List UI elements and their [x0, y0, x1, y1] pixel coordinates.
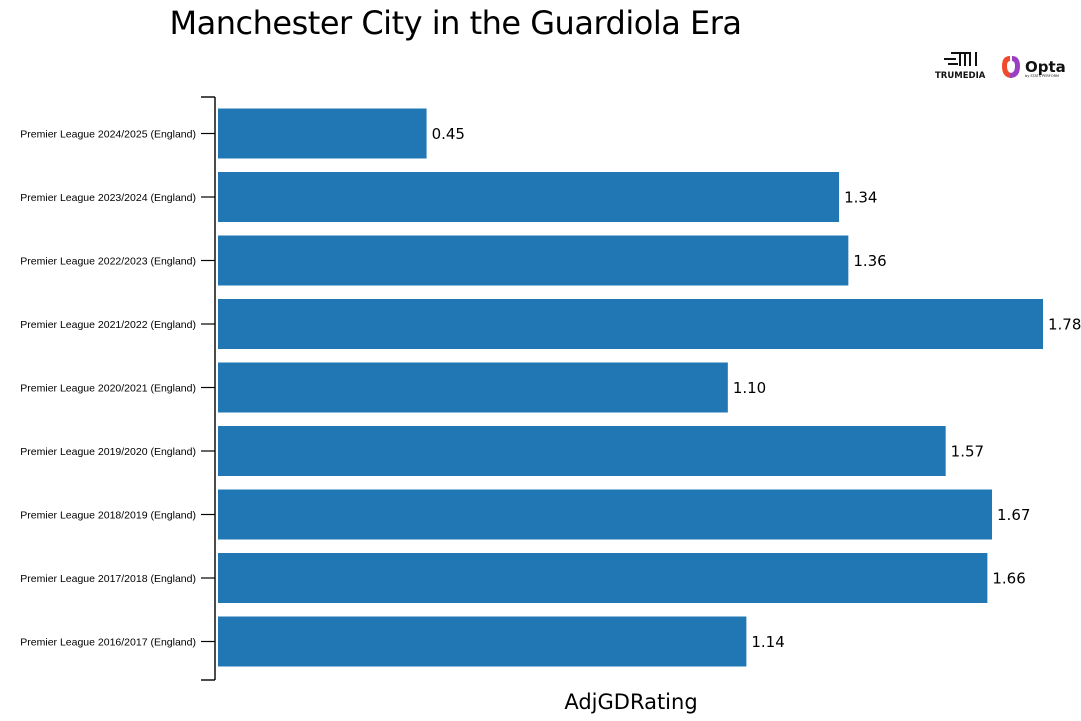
bars	[218, 108, 1043, 667]
bar	[218, 362, 728, 413]
bar	[218, 172, 840, 222]
category-label: Premier League 2023/2024 (England)	[20, 192, 196, 204]
bar	[218, 489, 993, 540]
category-label: Premier League 2024/2025 (England)	[20, 128, 196, 140]
category-label: Premier League 2021/2022 (England)	[20, 319, 196, 331]
labels: Premier League 2024/2025 (England) 0.45 Pr…	[20, 125, 1081, 651]
y-axis	[201, 96, 216, 681]
value-label: 1.78	[1048, 316, 1081, 334]
category-label: Premier League 2016/2017 (England)	[20, 636, 196, 648]
category-label: Premier League 2018/2019 (England)	[20, 509, 196, 521]
category-label: Premier League 2019/2020 (England)	[20, 446, 196, 458]
value-label: 1.34	[844, 189, 877, 207]
bar	[218, 299, 1043, 349]
trumedia-logo-icon: TRUMEDIA	[935, 52, 986, 81]
value-label: 1.10	[733, 379, 766, 397]
trumedia-logo-text: TRUMEDIA	[935, 71, 986, 81]
value-label: 1.66	[992, 570, 1025, 588]
value-label: 1.36	[853, 252, 886, 270]
chart-title: Manchester City in the Guardiola Era	[169, 4, 742, 42]
category-label: Premier League 2017/2018 (England)	[20, 573, 196, 585]
category-label: Premier League 2020/2021 (England)	[20, 382, 196, 394]
opta-logo-subtext: by STATS PERFORM	[1025, 74, 1059, 78]
value-label: 0.45	[432, 125, 465, 143]
opta-logo-text: Opta	[1025, 58, 1066, 76]
bar	[218, 235, 849, 286]
bar	[218, 426, 946, 476]
opta-logo-icon: Opta by STATS PERFORM	[1002, 56, 1066, 78]
value-label: 1.14	[751, 633, 784, 651]
bar	[218, 553, 988, 603]
value-label: 1.57	[951, 443, 984, 461]
logos: TRUMEDIA Opta by STATS PERFORM	[935, 52, 1066, 81]
bar	[218, 108, 427, 159]
bar	[218, 616, 747, 667]
category-label: Premier League 2022/2023 (England)	[20, 255, 196, 267]
value-label: 1.67	[997, 506, 1030, 524]
x-axis-title: AdjGDRating	[564, 690, 697, 714]
